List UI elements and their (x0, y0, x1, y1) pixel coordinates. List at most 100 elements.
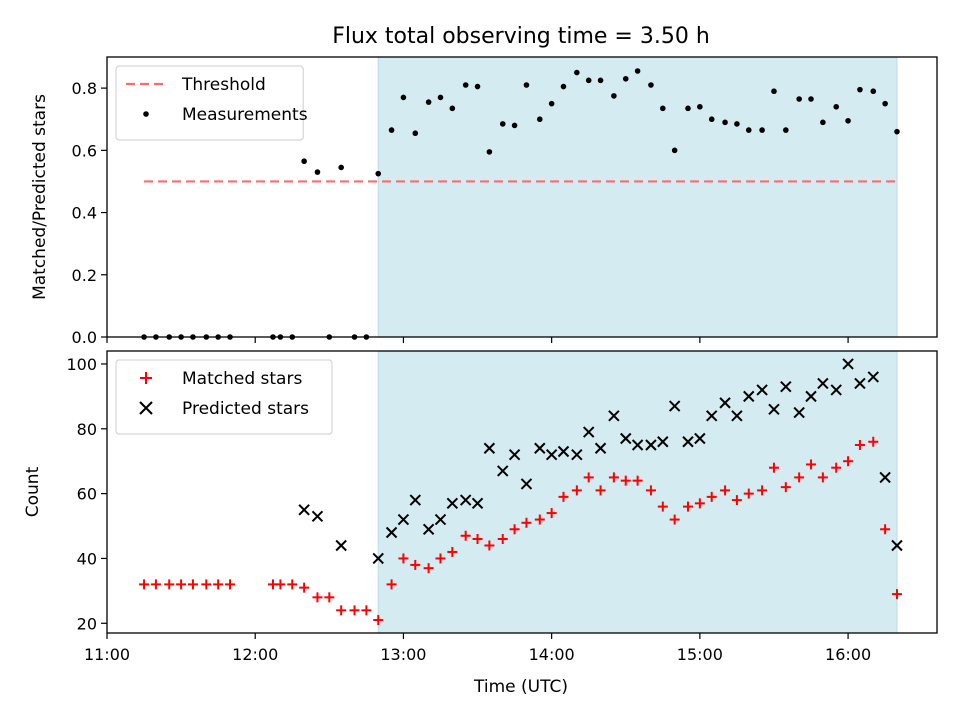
measurement-point (759, 127, 765, 133)
y-tick-label: 100 (66, 355, 97, 374)
y-tick-label: 40 (77, 549, 97, 568)
measurement-point (634, 68, 641, 74)
measurement-point (375, 170, 382, 177)
measurement-point (745, 127, 752, 133)
predicted-star-mark-b (582, 426, 595, 438)
chart-title: Flux total observing time = 3.50 h (332, 24, 710, 49)
predicted-star-mark-b (793, 406, 805, 419)
measurement-point (882, 100, 888, 107)
measurement-point (685, 105, 691, 112)
measurement-point (548, 100, 555, 107)
measurement-point (585, 77, 592, 84)
matched-star-point (831, 462, 842, 473)
predicted-star-mark-b (534, 442, 546, 454)
measurement-point (820, 119, 826, 126)
matched-star-point (139, 579, 150, 590)
predicted-star-point (508, 449, 521, 461)
observing-window-shade (377, 56, 898, 338)
predicted-star-mark-b (483, 442, 496, 454)
matched-star-point (620, 475, 631, 486)
matched-star-point (361, 605, 372, 616)
predicted-star-mark-b (706, 410, 718, 422)
matched-star-point (497, 534, 508, 544)
predicted-star-mark-b (682, 436, 694, 448)
predicted-star-point (768, 403, 780, 416)
matched-star-point (150, 579, 161, 590)
x-tick-label: 12:00 (232, 645, 278, 664)
predicted-star-mark-b (471, 497, 484, 510)
matched-star-point (324, 592, 335, 603)
measurement-point (574, 69, 580, 76)
matched-star-point (225, 579, 236, 590)
measurement-point (870, 88, 877, 95)
measurement-point (734, 121, 740, 127)
matched-star-point (164, 579, 175, 590)
measurement-point (301, 158, 307, 165)
predicted-star-mark-b (891, 539, 903, 552)
predicted-star-point (805, 390, 817, 403)
matched-star-point (608, 472, 619, 483)
measurement-point (499, 121, 506, 127)
matched-star-point (534, 514, 545, 525)
predicted-star-point (422, 523, 435, 535)
predicted-star-mark-b (854, 377, 866, 390)
predicted-star-point (867, 371, 879, 383)
predicted-star-point (780, 380, 792, 393)
predicted-star-mark-b (668, 400, 681, 412)
matched-star-point (336, 605, 347, 616)
measurement-point (523, 82, 530, 88)
measurement-point (338, 164, 344, 171)
matched-star-point (706, 491, 717, 502)
predicted-star-mark-b (434, 513, 447, 526)
matched-star-point (386, 579, 397, 590)
matched-star-point (299, 582, 310, 593)
predicted-star-mark-b (372, 552, 384, 565)
matched-star-point (757, 485, 768, 496)
matched-star-point (683, 501, 693, 512)
predicted-star-point (731, 410, 743, 422)
count-panel: 20 40 60 80 100 11:00 12:00 13:00 14:00 15:00 16:0… (23, 350, 938, 664)
measurement-point (314, 169, 321, 175)
matched-star-point (794, 472, 805, 483)
legend-measurement-swatch (143, 111, 149, 117)
predicted-star-point (471, 497, 484, 510)
predicted-star-point (657, 436, 669, 448)
predicted-star-mark-b (409, 494, 421, 506)
predicted-star-point (372, 552, 384, 565)
ratio-panel: 0.0 0.2 0.4 0.6 0.8 Matched/Predicted stars Th… (30, 56, 938, 347)
predicted-star-point (756, 384, 768, 396)
legend-label: Measurements (182, 105, 308, 125)
predicted-star-point (311, 510, 324, 523)
predicted-star-point (842, 358, 854, 370)
matched-star-point (460, 530, 471, 541)
measurement-point (857, 86, 863, 93)
matched-star-point (423, 563, 434, 574)
matched-star-point (201, 579, 212, 590)
predicted-star-mark-b (867, 371, 879, 383)
matched-star-point (546, 508, 557, 519)
measurement-point (833, 103, 840, 110)
matched-star-point (312, 592, 323, 603)
predicted-star-point (497, 465, 509, 477)
matched-star-point (768, 462, 779, 473)
legend-label: Predicted stars (182, 399, 309, 419)
predicted-star-point (571, 449, 583, 461)
matched-star-point (571, 485, 582, 496)
predicted-star-mark-b (508, 449, 521, 461)
predicted-star-mark-b (298, 504, 310, 516)
y-tick-label: 0.4 (72, 204, 97, 223)
predicted-star-mark-b (620, 432, 632, 445)
predicted-star-point (608, 410, 620, 422)
measurement-point (425, 99, 432, 105)
matched-star-point (435, 553, 446, 564)
measurement-point (894, 128, 900, 135)
matched-star-point (373, 615, 384, 626)
predicted-star-mark-b (459, 494, 472, 506)
matched-star-point (595, 485, 606, 496)
predicted-star-mark-b (805, 390, 817, 403)
matched-star-point (410, 559, 421, 570)
matched-star-point (669, 514, 680, 525)
axes-frame (106, 350, 938, 634)
predicted-star-mark-b (731, 410, 743, 422)
legend-label: Matched stars (182, 369, 302, 389)
